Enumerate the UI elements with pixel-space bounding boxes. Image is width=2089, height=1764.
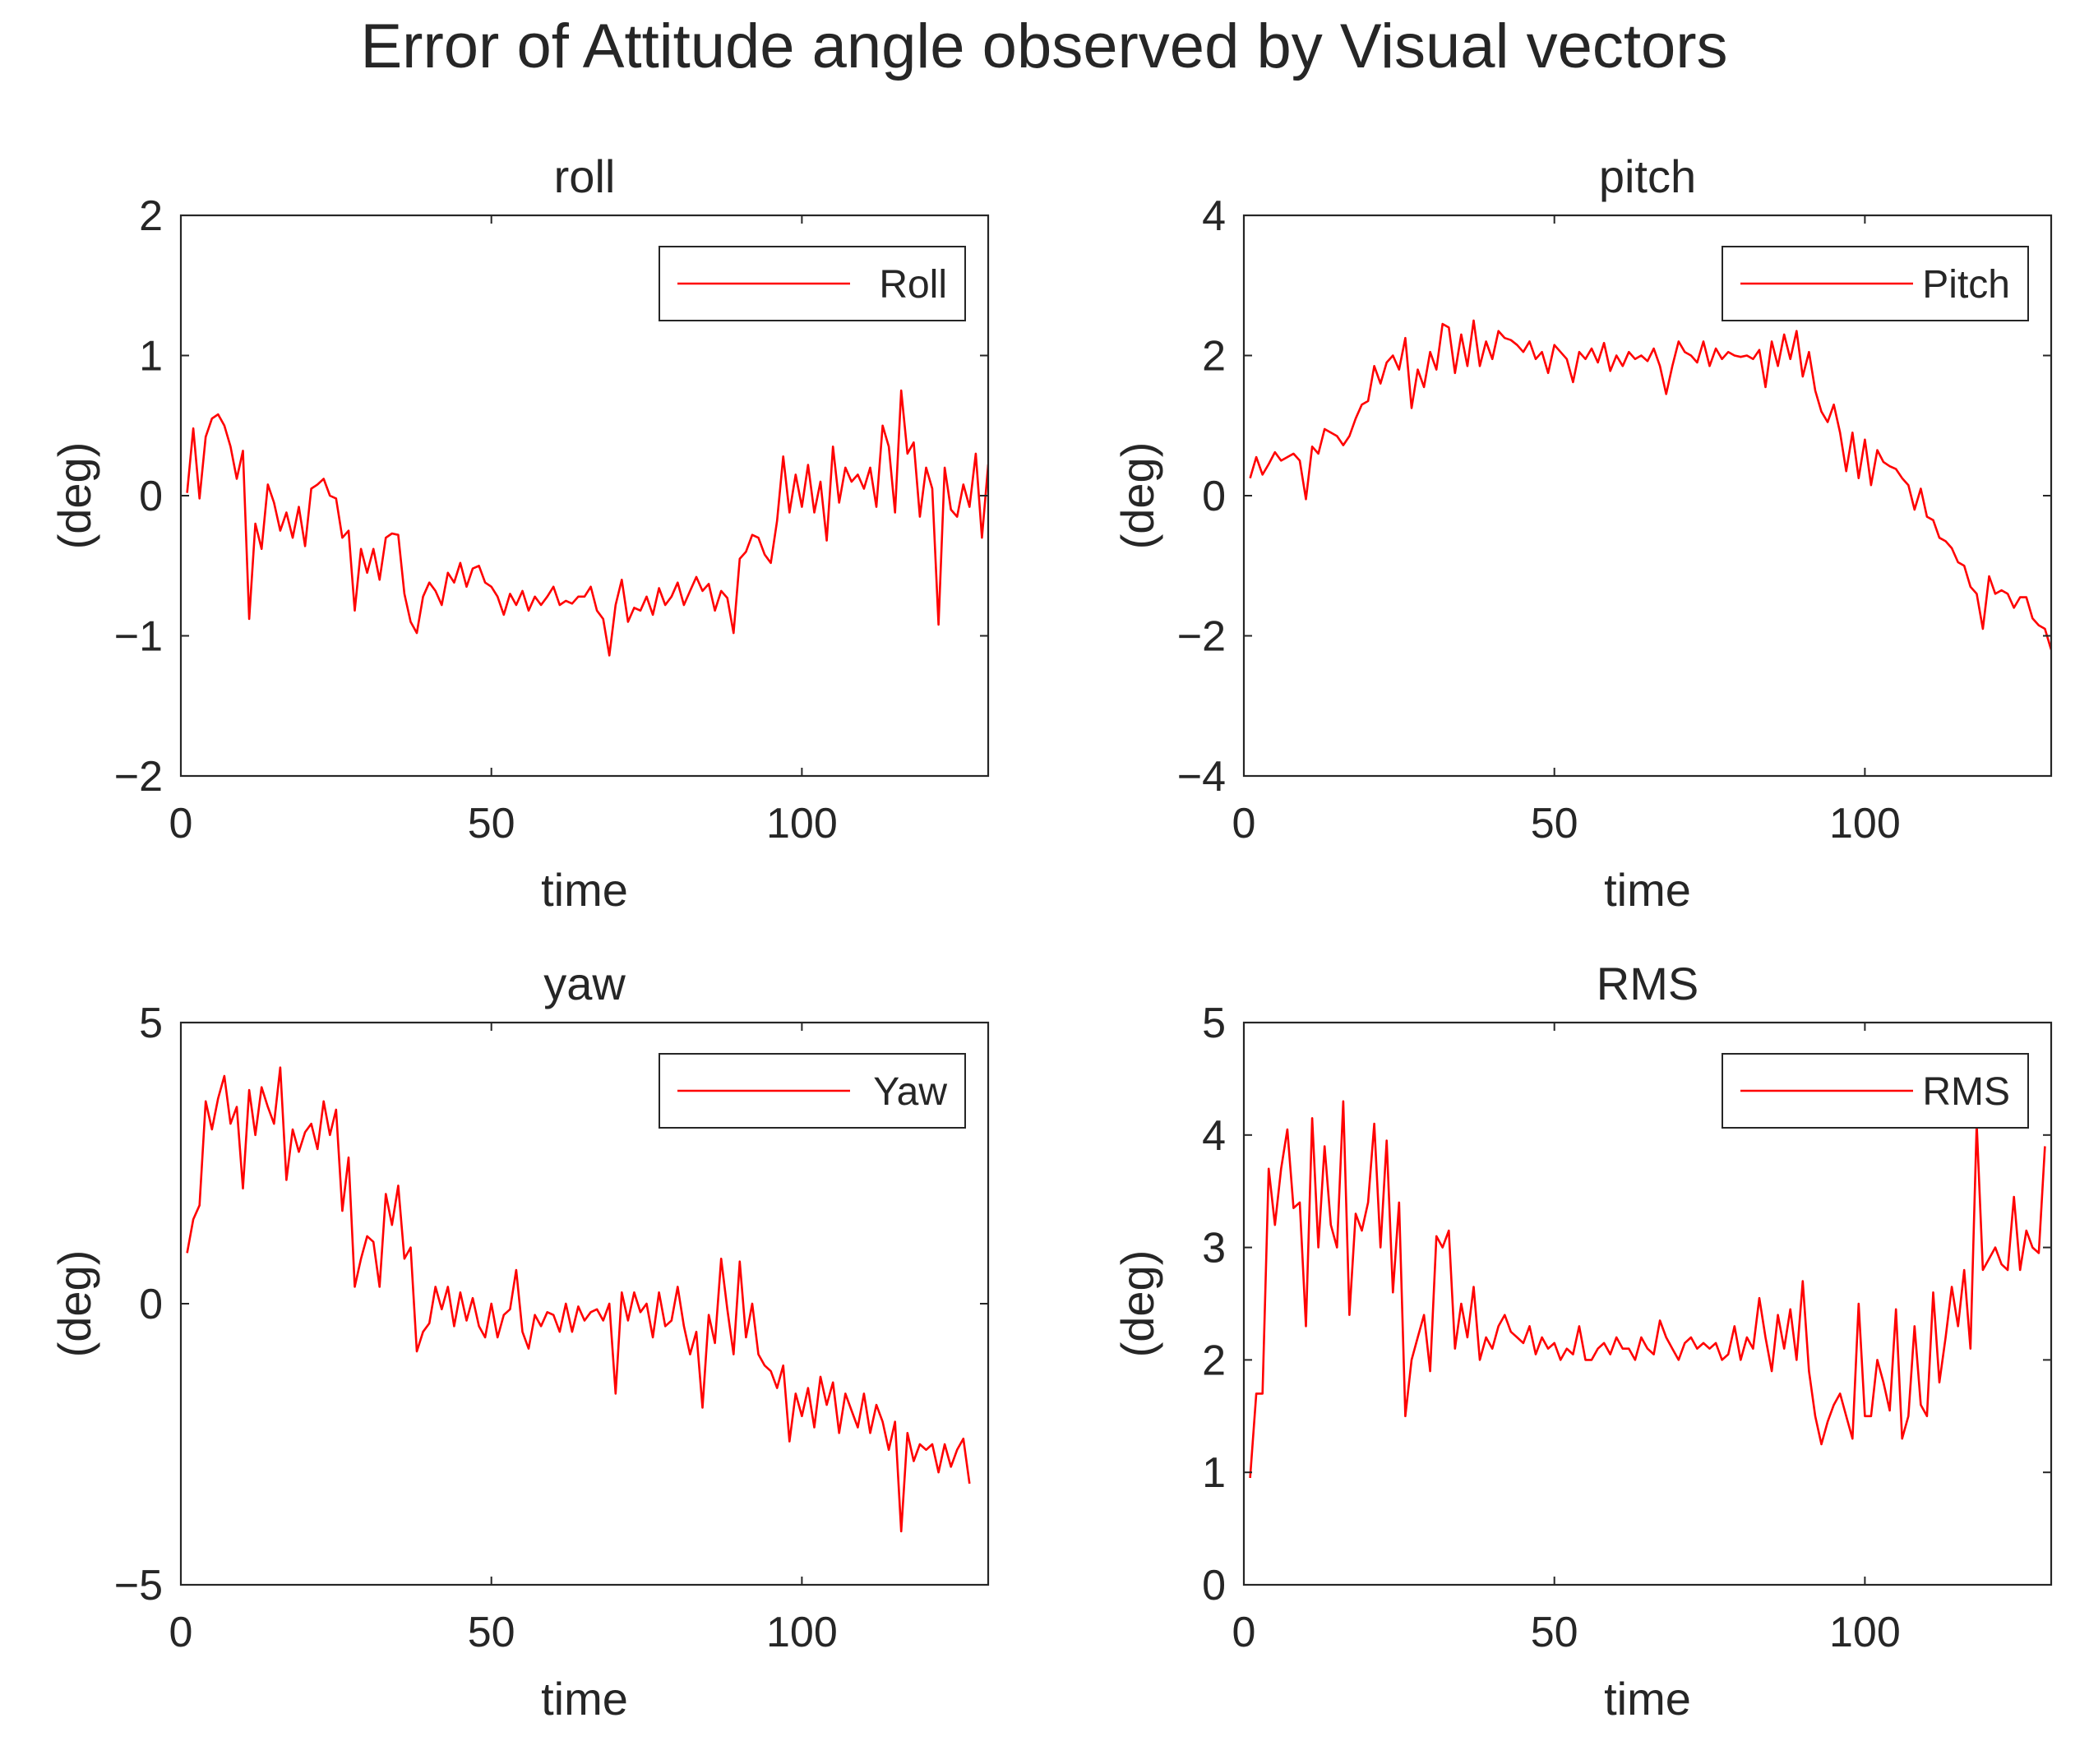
legend-label: Roll <box>879 263 947 307</box>
subplot-title: yaw <box>543 958 626 1009</box>
y-tick-label: −4 <box>1177 753 1226 801</box>
legend-label: RMS <box>1922 1070 2010 1114</box>
y-tick-label: 4 <box>1202 192 1226 240</box>
legend: Yaw <box>659 1053 966 1129</box>
y-tick-label: 1 <box>139 333 163 381</box>
x-tick-label: 0 <box>1232 800 1256 847</box>
y-axis-label: (deg) <box>1112 1250 1163 1358</box>
y-tick-label: −1 <box>114 613 163 661</box>
axes-box <box>1242 1021 2053 1586</box>
subplot-pitch: 0 50 100 −4 −2 0 2 4 pitch time (deg) Pitch <box>1112 150 2053 916</box>
x-tick-label: 0 <box>1232 1609 1256 1656</box>
x-axis-label: time <box>1604 1673 1691 1725</box>
legend-label: Pitch <box>1922 263 2010 307</box>
legend: Roll <box>659 246 966 321</box>
x-tick-label: 100 <box>766 1609 838 1656</box>
y-tick-label: −2 <box>114 753 163 801</box>
series-line-roll <box>186 389 988 657</box>
subplot-title: RMS <box>1597 958 1698 1009</box>
y-axis-label: (deg) <box>49 442 100 550</box>
y-tick-label: 0 <box>139 1281 163 1328</box>
y-tick-label: 2 <box>1202 1337 1226 1384</box>
x-tick-label: 100 <box>1829 800 1901 847</box>
x-axis-label: time <box>541 1673 628 1725</box>
x-tick-label: 50 <box>468 800 515 847</box>
x-tick-label: 50 <box>1531 800 1578 847</box>
x-tick-label: 50 <box>1531 1609 1578 1656</box>
subplot-title: pitch <box>1599 150 1696 202</box>
y-axis-label: (deg) <box>1112 442 1163 550</box>
x-axis-label: time <box>541 864 628 916</box>
y-tick-label: 5 <box>139 1000 163 1047</box>
subplot-rms: 0 50 100 0 1 2 3 4 5 RMS time (deg) RMS <box>1112 958 2053 1725</box>
series-line-pitch <box>1249 319 2051 650</box>
y-tick-label: 0 <box>1202 1562 1226 1609</box>
legend: RMS <box>1722 1053 2029 1129</box>
y-tick-label: 4 <box>1202 1112 1226 1160</box>
y-tick-label: 1 <box>1202 1449 1226 1497</box>
figure-title: Error of Attitude angle observed by Visu… <box>360 12 1727 81</box>
legend: Pitch <box>1722 246 2029 321</box>
subplot-title: roll <box>554 150 616 202</box>
y-tick-label: 3 <box>1202 1225 1226 1272</box>
y-tick-label: 5 <box>1202 1000 1226 1047</box>
y-tick-label: −2 <box>1177 613 1226 661</box>
y-axis-label: (deg) <box>49 1250 100 1358</box>
x-tick-label: 0 <box>169 800 193 847</box>
x-tick-label: 0 <box>169 1609 193 1656</box>
y-tick-label: −5 <box>114 1562 163 1609</box>
y-tick-label: 0 <box>1202 473 1226 520</box>
y-tick-label: 0 <box>139 473 163 520</box>
x-tick-label: 100 <box>1829 1609 1901 1656</box>
series-line-yaw <box>186 1066 971 1533</box>
x-tick-label: 100 <box>766 800 838 847</box>
y-tick-label: 2 <box>139 192 163 240</box>
subplot-roll: 0 50 100 −2 −1 0 1 2 roll time (deg) Roll <box>49 150 990 916</box>
series-line-rms <box>1249 1100 2046 1479</box>
legend-label: Yaw <box>873 1070 947 1114</box>
x-axis-label: time <box>1604 864 1691 916</box>
y-tick-label: 2 <box>1202 333 1226 381</box>
x-tick-label: 50 <box>468 1609 515 1656</box>
